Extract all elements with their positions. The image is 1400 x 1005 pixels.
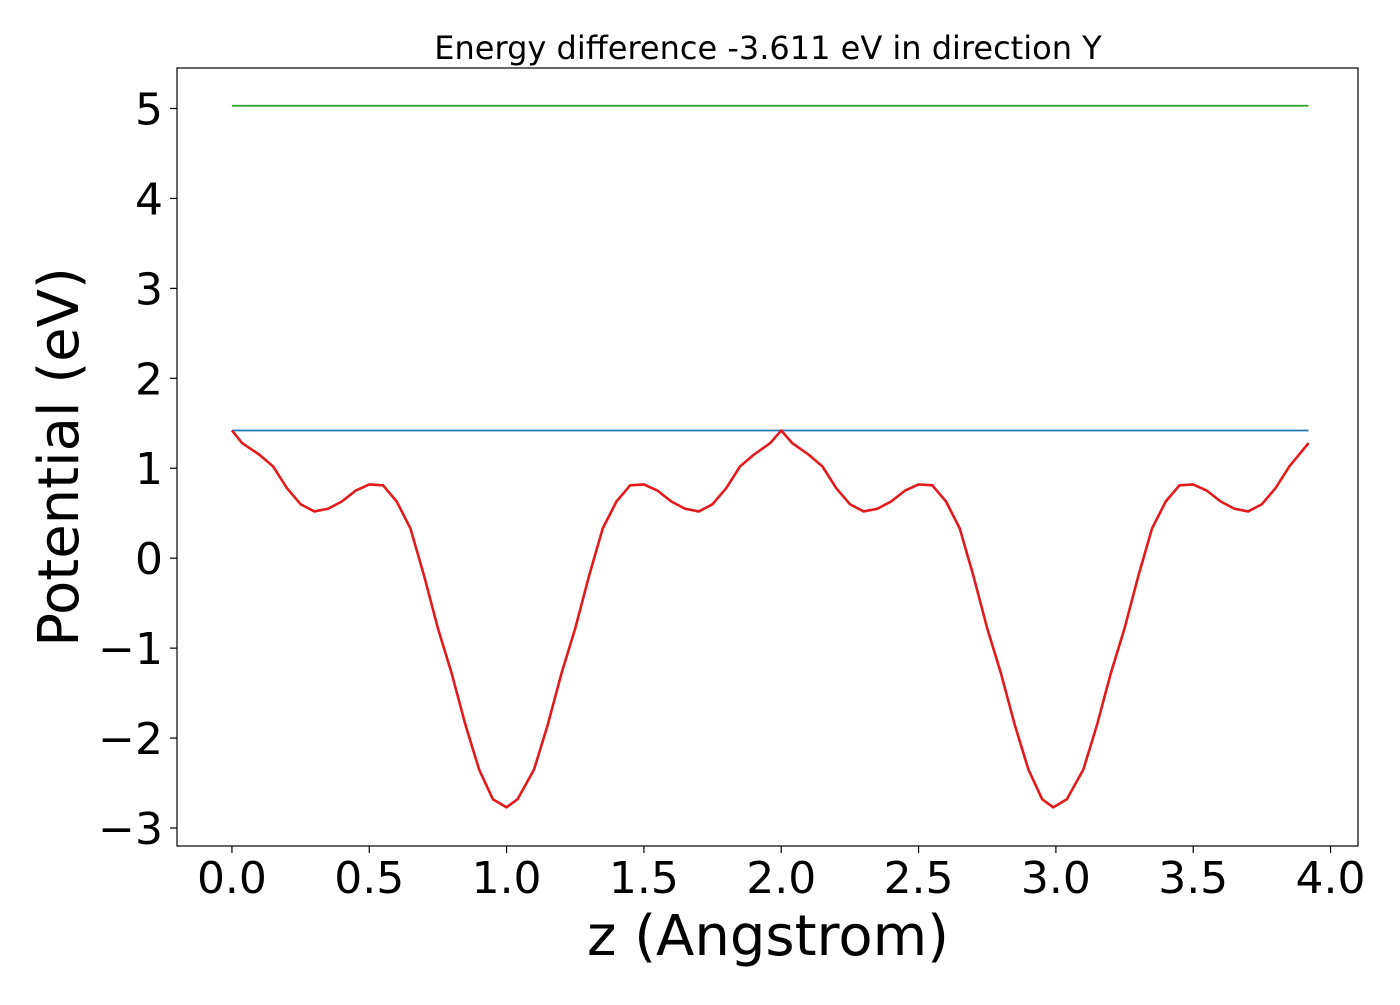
series-layer: [230, 104, 1310, 809]
x-tick-label: 2.5: [884, 853, 954, 904]
chart-title: Energy difference -3.611 eV in direction…: [434, 29, 1102, 67]
y-axis-ticks: −3 −2 −1 0 1 2 3 4 5: [98, 84, 177, 855]
series-line-2: [230, 429, 1310, 809]
y-axis-label: Potential (eV): [27, 267, 92, 647]
x-axis-ticks: 0.0 0.5 1.0 1.5 2.0 2.5 3.0 3.5 4.0: [197, 846, 1366, 904]
x-tick-label: 0.0: [197, 853, 267, 904]
y-tick-label: −1: [98, 624, 163, 675]
y-tick-label: 0: [135, 534, 163, 585]
y-tick-label: 2: [135, 354, 163, 405]
x-tick-label: 4.0: [1296, 853, 1366, 904]
y-tick-label: 4: [135, 174, 163, 225]
x-tick-label: 0.5: [334, 853, 404, 904]
x-tick-label: 3.5: [1158, 853, 1228, 904]
x-tick-label: 2.0: [746, 853, 816, 904]
y-tick-label: 1: [135, 444, 163, 495]
x-tick-label: 1.5: [609, 853, 679, 904]
x-tick-label: 1.0: [472, 853, 542, 904]
y-tick-label: 5: [135, 84, 163, 135]
x-tick-label: 3.0: [1021, 853, 1091, 904]
y-tick-label: −2: [98, 714, 163, 765]
plot-frame: [176, 67, 1359, 847]
y-tick-label: −3: [98, 804, 163, 855]
y-tick-label: 3: [135, 264, 163, 315]
x-axis-label: z (Angstrom): [587, 904, 949, 969]
